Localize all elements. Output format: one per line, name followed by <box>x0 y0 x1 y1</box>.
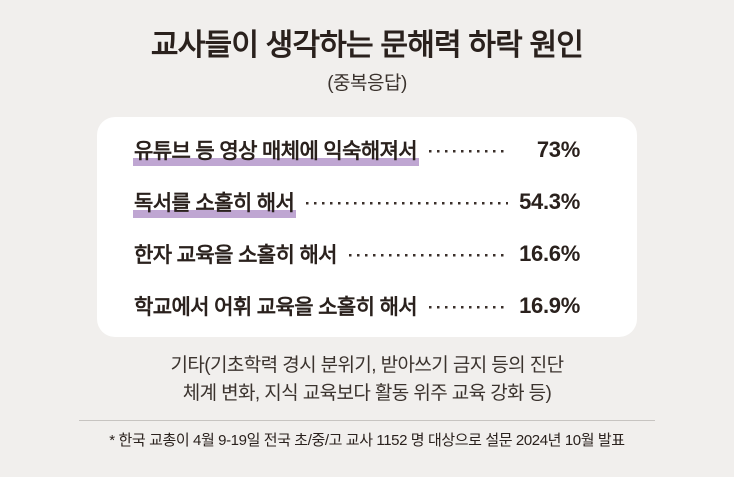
cause-label: 독서를 소홀히 해서 <box>133 187 296 218</box>
cause-label: 유튜브 등 영상 매체에 익숙해져서 <box>133 135 419 166</box>
result-rows: 유튜브 등 영상 매체에 익숙해져서 73% 독서를 소홀히 해서 54.3% … <box>133 124 580 332</box>
percent-value: 16.9% <box>519 293 580 318</box>
results-card: 유튜브 등 영상 매체에 익숙해져서 73% 독서를 소홀히 해서 54.3% … <box>97 117 637 337</box>
cause-label: 한자 교육을 소홀히 해서 <box>134 243 338 267</box>
result-row: 학교에서 어휘 교육을 소홀히 해서 16.9% <box>133 280 580 332</box>
result-row: 한자 교육을 소홀히 해서 16.6% <box>133 228 580 280</box>
other-note-line2: 체계 변화, 지식 교육보다 활동 위주 교육 강화 등) <box>182 383 552 404</box>
cause-label: 학교에서 어휘 교육을 소홀히 해서 <box>134 295 418 319</box>
percent-value: 54.3% <box>519 189 580 214</box>
source-footnote: * 한국 교총이 4월 9-19일 전국 초/중/고 교사 1152 명 대상으… <box>109 432 625 449</box>
percent-value: 16.6% <box>519 241 580 266</box>
page-title: 교사들이 생각하는 문해력 하락 원인 <box>150 29 584 62</box>
result-row: 유튜브 등 영상 매체에 익숙해져서 73% <box>133 124 580 176</box>
other-responses-note: 기타(기초학력 경시 분위기, 받아쓰기 금지 등의 진단 체계 변화, 지식 … <box>0 352 734 408</box>
page-subtitle: (중복응답) <box>327 73 407 94</box>
dotted-leader <box>306 201 508 205</box>
footer-divider <box>79 420 655 421</box>
percent-value: 73% <box>536 137 580 162</box>
dotted-leader <box>348 253 508 257</box>
other-note-line1: 기타(기초학력 경시 분위기, 받아쓰기 금지 등의 진단 <box>170 355 565 376</box>
dotted-leader <box>429 149 508 153</box>
result-row: 독서를 소홀히 해서 54.3% <box>133 176 580 228</box>
dotted-leader <box>429 305 508 309</box>
